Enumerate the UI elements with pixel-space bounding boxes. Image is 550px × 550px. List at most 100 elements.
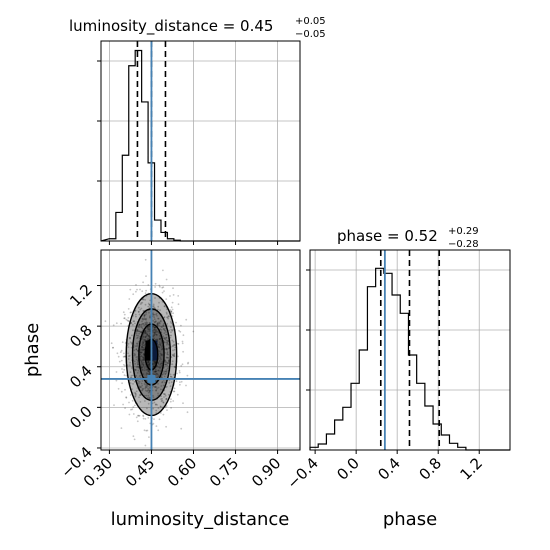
sample-point	[173, 343, 176, 346]
sample-point	[143, 314, 146, 317]
sample-point	[174, 346, 177, 349]
sample-point	[127, 352, 129, 355]
sample-point	[152, 309, 154, 312]
sample-point	[159, 335, 161, 337]
sample-point	[155, 425, 158, 427]
sample-point	[170, 375, 172, 378]
sample-point	[171, 353, 174, 356]
sample-point	[138, 394, 141, 396]
sample-point	[173, 353, 176, 356]
sample-point	[159, 309, 162, 311]
sample-point	[141, 335, 144, 337]
sample-point	[162, 401, 165, 404]
sample-point	[133, 352, 136, 355]
joint-ytick-label: 0.4	[66, 362, 96, 392]
sample-point	[166, 349, 168, 351]
luminosity-distance-title-upper: +0.05	[295, 16, 326, 27]
sample-point	[152, 313, 155, 316]
sample-point	[146, 328, 149, 330]
sample-point	[166, 364, 169, 367]
sample-point	[142, 340, 145, 343]
sample-point	[156, 338, 159, 341]
sample-point	[157, 323, 159, 325]
sample-point	[164, 338, 166, 340]
sample-point	[163, 329, 166, 332]
sample-point	[131, 334, 133, 337]
sample-point	[159, 364, 162, 366]
sample-point	[160, 406, 162, 408]
sample-point	[123, 355, 126, 358]
sample-point	[138, 396, 140, 399]
sample-point	[141, 366, 144, 369]
sample-point	[135, 315, 137, 318]
sample-point	[159, 320, 162, 323]
sample-point	[159, 344, 162, 347]
sample-point	[177, 303, 180, 306]
sample-point	[153, 318, 156, 320]
sample-point	[141, 344, 144, 347]
sample-point	[133, 380, 136, 383]
sample-point	[149, 325, 151, 328]
sample-point	[170, 322, 173, 325]
sample-point	[160, 398, 162, 400]
sample-point	[133, 404, 136, 407]
sample-point	[153, 326, 156, 329]
sample-point	[155, 339, 157, 341]
sample-point	[152, 396, 155, 399]
sample-point	[139, 401, 142, 403]
sample-point	[173, 355, 176, 357]
sample-point	[159, 342, 161, 345]
sample-point	[146, 323, 148, 325]
sample-point	[138, 381, 141, 383]
sample-point	[164, 338, 167, 340]
sample-point	[152, 335, 155, 338]
phase-title-lower: −0.28	[448, 239, 479, 250]
sample-point	[181, 363, 184, 366]
sample-point	[163, 322, 165, 325]
sample-point	[145, 394, 148, 397]
sample-point	[123, 368, 126, 371]
sample-point	[137, 324, 140, 327]
sample-point	[146, 389, 149, 392]
sample-point	[159, 319, 162, 322]
sample-point	[166, 313, 168, 315]
sample-point	[167, 359, 170, 362]
sample-point	[156, 321, 159, 324]
sample-point	[154, 297, 156, 299]
sample-point	[168, 382, 171, 384]
sample-point	[157, 317, 159, 320]
sample-point	[164, 333, 167, 336]
sample-point	[168, 359, 170, 361]
joint-xtick-label: 0.60	[164, 454, 200, 490]
sample-point	[165, 331, 167, 333]
luminosity-distance-histogram-frame	[100, 40, 301, 242]
sample-point	[155, 329, 157, 332]
sample-point	[152, 362, 155, 365]
sample-point	[156, 387, 158, 390]
sample-point	[120, 322, 122, 325]
sample-point	[136, 329, 139, 332]
sample-point	[144, 336, 147, 339]
sample-point	[152, 407, 155, 410]
sample-point	[132, 383, 134, 385]
sample-point	[148, 387, 151, 389]
sample-point	[158, 284, 161, 287]
x-axis-label-luminosity-distance: luminosity_distance	[111, 509, 290, 530]
sample-point	[140, 366, 143, 369]
sample-point	[129, 361, 132, 364]
sample-point	[152, 305, 154, 308]
sample-point	[148, 303, 151, 306]
sample-point	[182, 402, 184, 405]
sample-point	[128, 401, 130, 404]
sample-point	[147, 327, 150, 329]
sample-point	[162, 372, 165, 375]
sample-point	[152, 325, 155, 328]
sample-point	[168, 315, 171, 318]
sample-point	[172, 287, 174, 290]
sample-point	[138, 330, 141, 333]
sample-point	[155, 366, 158, 368]
sample-point	[169, 310, 172, 313]
sample-point	[167, 341, 169, 343]
sample-point	[142, 356, 145, 359]
sample-point	[127, 308, 130, 310]
